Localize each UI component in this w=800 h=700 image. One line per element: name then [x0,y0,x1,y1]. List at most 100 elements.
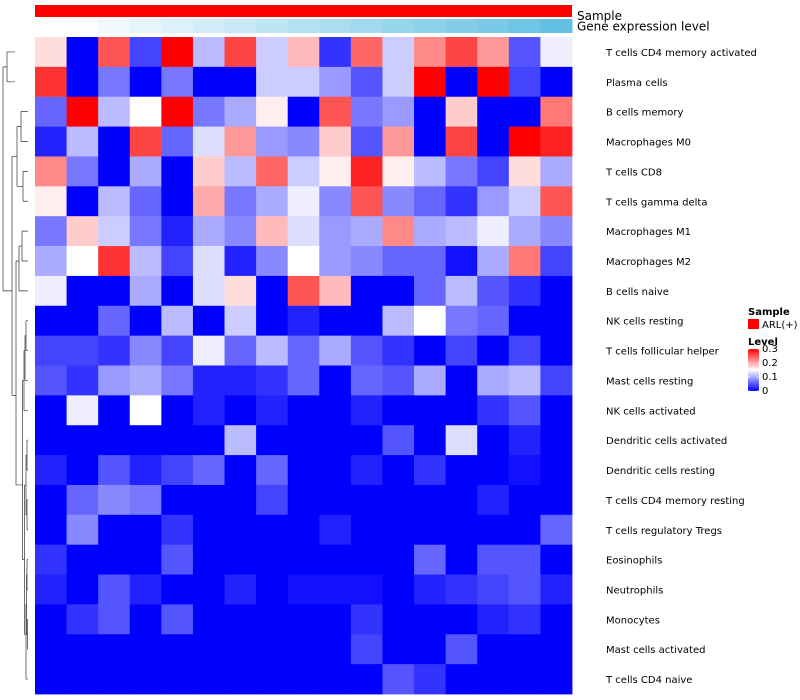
heatmap-cell [287,455,320,486]
heatmap-cell [192,96,225,127]
heatmap-cell [445,664,478,695]
heatmap-cell [161,216,194,247]
heatmap-cell [287,305,320,337]
heatmap-cell [161,365,194,396]
heatmap-cell [445,604,478,635]
heatmap-cell [414,37,447,68]
heatmap-cell [192,365,225,396]
dendrogram-branch [24,335,28,381]
row-label: T cells CD4 memory activated [605,48,757,59]
heatmap-cell [540,574,573,605]
row-dendrogram [2,51,28,680]
heatmap-cell [256,544,289,575]
heatmap-cell [66,634,99,665]
heatmap-cell [477,246,510,277]
legend-sample-title: Sample [748,307,790,318]
heatmap-cell [224,216,257,247]
heatmap-cell [66,604,99,635]
heatmap-cell [35,514,67,546]
heatmap-cell [382,365,415,396]
heatmap-cell [98,305,131,337]
heatmap-cell [508,544,541,575]
row-label: T cells CD8 [605,167,662,178]
heatmap-cell [319,604,352,635]
heatmap-cell [350,66,383,98]
heatmap-cell [224,425,257,456]
heatmap-cell [477,574,510,605]
heatmap-cell [35,365,67,396]
heatmap-cell [319,484,352,516]
heatmap-cell [192,156,225,187]
row-label: T cells follicular helper [605,347,720,358]
heatmap-cell [98,335,131,366]
row-label: T cells CD4 memory resting [605,496,745,507]
track-expression-cell [129,19,162,33]
heatmap-cell [287,365,320,396]
heatmap-cell [445,514,478,546]
row-label: B cells memory [606,108,683,119]
heatmap-cell [256,514,289,546]
heatmap-cell [256,664,289,695]
heatmap-cell [540,275,573,307]
heatmap-cell [382,425,415,456]
heatmap-cell [129,216,162,247]
heatmap-cell [161,275,194,307]
heatmap-cell [35,66,67,98]
heatmap-cell [350,275,383,307]
heatmap-cell [414,275,447,307]
heatmap-cell [161,574,194,605]
heatmap-cell [382,634,415,665]
heatmap-cell [256,216,289,247]
track-expression-cell [508,19,541,33]
dendrogram-branch [15,260,23,486]
heatmap-cell [414,335,447,366]
heatmap-cell [129,425,162,456]
heatmap-cell [224,455,257,486]
heatmap-cell [445,425,478,456]
heatmap-cell [477,455,510,486]
heatmap-cell [224,604,257,635]
heatmap-cell [540,664,573,695]
track-expression-cell [161,19,194,33]
heatmap-cell [192,216,225,247]
heatmap-cell [35,544,67,575]
heatmap-cell [256,484,289,516]
row-label: NK cells activated [606,406,696,417]
heatmap-cell [508,246,541,277]
heatmap-cell [445,455,478,486]
heatmap-cell [414,574,447,605]
heatmap-cell [35,664,67,695]
heatmap-cell [414,544,447,575]
dendrogram-branch [25,604,28,680]
heatmap-cell [445,544,478,575]
dendrogram-branch [20,111,28,142]
heatmap-cell [287,395,320,426]
heatmap-cell [445,484,478,516]
heatmap-cell [540,246,573,277]
heatmap-cell [66,305,99,337]
heatmap-cell [477,634,510,665]
heatmap-cell [192,574,225,605]
heatmap-cell [66,275,99,307]
heatmap-cell [414,305,447,337]
heatmap-cell [224,574,257,605]
heatmap-cell [161,37,194,68]
heatmap-cell [192,484,225,516]
heatmap-cell [477,37,510,68]
track-expression-cell [319,19,352,33]
heatmap-cell [319,514,352,546]
heatmap-cell [98,96,131,127]
heatmap-cell [129,544,162,575]
heatmap-cell [256,126,289,157]
heatmap-cell [256,425,289,456]
heatmap-cell [540,634,573,665]
heatmap-cell [350,455,383,486]
heatmap-cell [508,574,541,605]
legend-tick-label: 0.3 [762,344,778,355]
heatmap-cell [129,634,162,665]
heatmap-cell [129,156,162,187]
heatmap-cell [540,186,573,217]
row-label: Mast cells activated [606,645,705,656]
heatmap-cell [508,305,541,337]
heatmap-cell [319,156,352,187]
